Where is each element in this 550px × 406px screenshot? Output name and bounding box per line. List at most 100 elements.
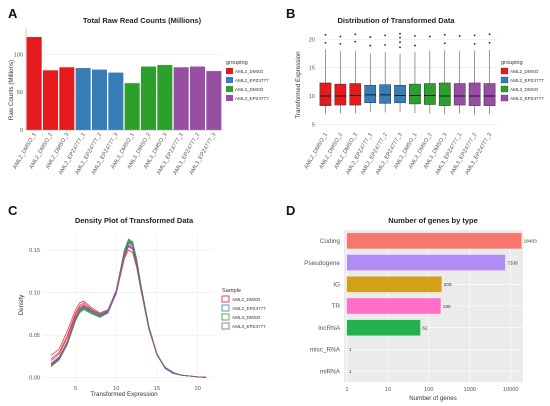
x-tick-label: 10 (113, 386, 119, 392)
bar (173, 67, 189, 130)
panel-c-ylabel: Density (18, 294, 25, 316)
data-label: 195 (443, 304, 451, 310)
y-tick-label: 0.05 (29, 333, 40, 339)
legend-swatch (226, 68, 233, 74)
y-tick-label: 0.15 (29, 248, 40, 254)
data-label: 1 (349, 369, 352, 375)
legend-entry: AML2_EPZ4777 (232, 306, 266, 311)
density-line (50, 245, 206, 378)
legend-entry: AML2_EPZ4777 (510, 78, 544, 83)
box (349, 83, 362, 106)
legend-swatch (500, 76, 509, 84)
bar (108, 72, 124, 130)
box (409, 83, 421, 105)
legend-swatch (221, 313, 230, 321)
outlier-point (399, 41, 401, 44)
box (438, 82, 451, 106)
outlier-point (488, 33, 491, 36)
bar (140, 66, 157, 130)
x-tick-label: 5 (74, 386, 77, 392)
outlier-point (473, 34, 476, 37)
panel-a-legend: grouping AML2_DMSO AML2_EPZ4777 AML3_DMS… (226, 60, 269, 101)
legend-swatch (500, 94, 509, 102)
data-label: 18403 (524, 239, 538, 245)
legend-swatch (221, 304, 230, 312)
legend-entry: AML3_EPZ4777 (510, 96, 544, 101)
y-tick-label: 10 (309, 94, 315, 100)
legend-entry: AML2_EPZ4777 (235, 78, 269, 83)
box (483, 83, 496, 106)
outlier-point (384, 44, 387, 46)
panel-c-title: Density Plot of Transformed Data (75, 216, 194, 225)
outlier-point (399, 36, 401, 39)
outlier-point (428, 35, 431, 38)
density-line (50, 241, 206, 378)
panel-c-legend: Sample AML2_DMSO AML2_EPZ4777 AML3_DMSO … (221, 288, 266, 330)
legend-entry: AML2_DMSO (232, 297, 261, 302)
y-tick-label: 0 (20, 128, 23, 134)
density-line (50, 242, 206, 378)
bar (26, 37, 42, 130)
legend-swatch (221, 322, 230, 330)
outlier-point (458, 35, 461, 37)
bar (346, 233, 522, 249)
density-line (50, 238, 206, 378)
panel-a-title: Total Raw Read Counts (Millions) (83, 16, 202, 25)
outlier-point (324, 41, 327, 44)
outlier-point (414, 44, 416, 47)
outlier-point (399, 46, 401, 49)
panel-d-title: Number of genes by type (388, 216, 478, 225)
bar (346, 298, 441, 314)
y-tick-label: 15 (309, 66, 315, 72)
bar (206, 71, 222, 130)
legend-title: grouping (226, 60, 248, 66)
box (379, 84, 391, 104)
y-tick-label: TR (331, 303, 340, 310)
density-line (50, 239, 206, 378)
bar (346, 319, 421, 336)
legend-swatch (500, 85, 509, 93)
legend-swatch (500, 67, 509, 75)
bar (59, 67, 75, 130)
box (424, 83, 436, 105)
legend-swatch (226, 86, 233, 92)
panel-c-plot: 0.00 0.05 0.10 0.15 5 10 15 20 (29, 233, 214, 392)
panel-c-xlabel: Transformed Expression (90, 391, 158, 398)
panel-a-plot: 050100AML2_DMSO_1AML2_DMSO_2AML2_DMSO_3A… (12, 28, 222, 176)
panel-b-title: Distribution of Transformed Data (337, 16, 455, 25)
y-tick-label: lncRNA (318, 325, 340, 332)
panel-b-ylabel: Transformed Expression (295, 51, 302, 119)
panel-d-xlabel: Number of genes (409, 395, 456, 402)
data-label: 62 (422, 326, 428, 332)
box (468, 82, 481, 106)
legend-swatch (226, 95, 233, 101)
legend-entry: AML3_DMSO (235, 87, 264, 92)
outlier-point (399, 32, 401, 35)
y-tick-label: miRNA (320, 368, 341, 375)
outlier-point (414, 35, 416, 37)
y-tick-label: 20 (309, 37, 315, 43)
outlier-point (339, 42, 342, 45)
legend-entry: AML3_EPZ4777 (232, 324, 266, 329)
density-line (50, 242, 206, 378)
density-line (50, 244, 206, 378)
bar (189, 66, 206, 130)
y-tick-label: IG (333, 281, 340, 288)
y-tick-label: 0.00 (29, 376, 40, 382)
outlier-point (443, 42, 446, 45)
panel-label-d: D (286, 203, 295, 218)
bar (42, 70, 59, 130)
x-tick-label: 10 (385, 387, 391, 393)
box (334, 83, 347, 106)
bar (346, 254, 506, 271)
data-label: 7338 (507, 260, 518, 266)
density-line (50, 240, 206, 378)
y-tick-label: 50 (17, 90, 23, 96)
plot-area (26, 28, 222, 130)
bar (91, 69, 108, 130)
bar (75, 68, 91, 130)
x-tick-label: 15 (154, 386, 160, 392)
outlier-point (473, 42, 476, 45)
panel-d-plot: 1 10 100 1000 10000 18403 Coding 7338 Pseudogene… (304, 230, 537, 393)
outlier-point (339, 35, 342, 38)
